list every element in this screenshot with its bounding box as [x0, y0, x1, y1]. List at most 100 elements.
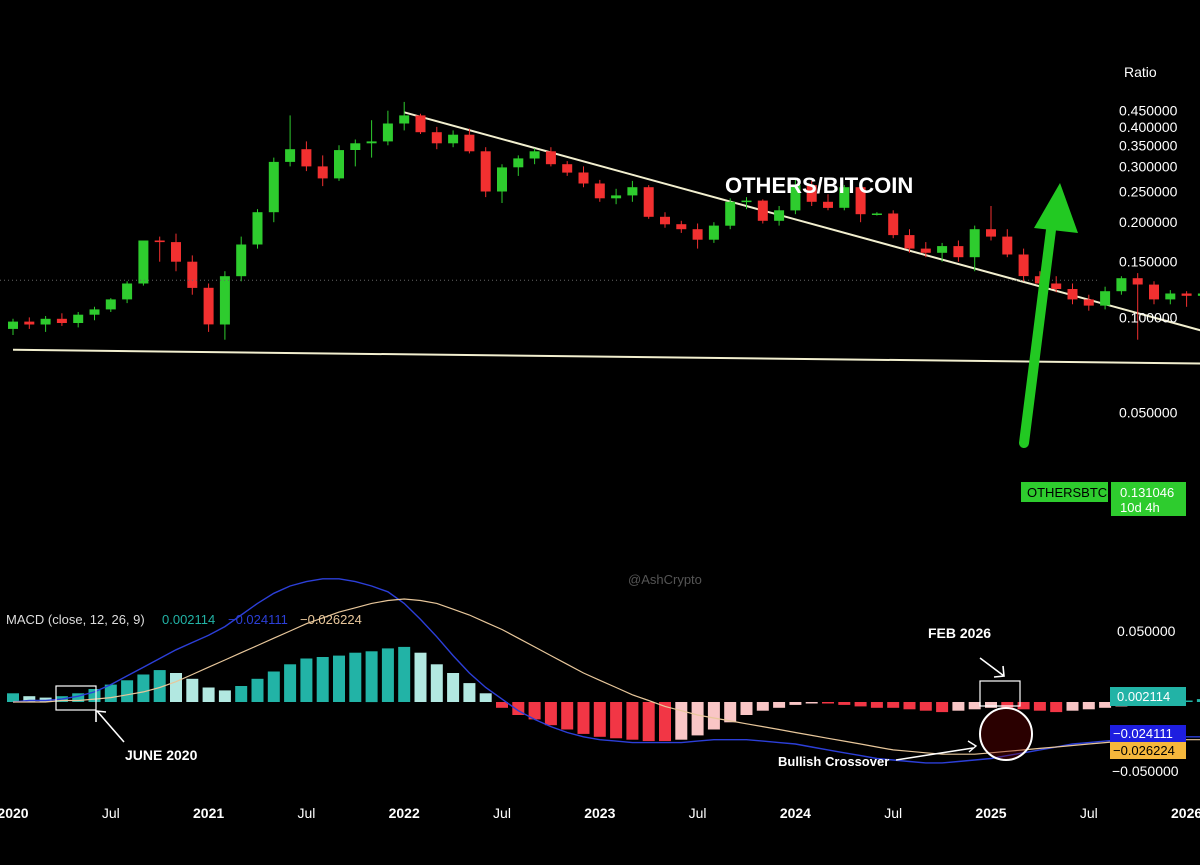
candle-body [513, 158, 524, 168]
candle [823, 194, 833, 211]
candle [334, 145, 344, 181]
candle [138, 240, 149, 286]
candle [252, 209, 263, 249]
candle [871, 212, 882, 216]
candle-body [56, 318, 67, 323]
candle-body [660, 216, 670, 225]
candle-body [611, 195, 622, 199]
macd-hist-bar [137, 674, 150, 702]
candle-body [774, 210, 785, 221]
candle [1132, 273, 1143, 340]
candle-body [676, 224, 687, 230]
candle [1018, 248, 1029, 282]
candle-body [692, 229, 703, 240]
macd-hist-bar [251, 678, 264, 702]
candle [888, 210, 899, 239]
candle-body [790, 185, 801, 211]
macd-hist-bar [72, 693, 85, 702]
candle-body [937, 246, 948, 253]
macd-hist-bar [1196, 699, 1200, 702]
candle-body [480, 151, 491, 192]
macd-hist-bar [887, 702, 900, 708]
candle [757, 199, 768, 224]
hist-tag-text: 0.002114 [1117, 689, 1170, 704]
candle-body [497, 167, 507, 192]
feb-2026-annotation: FEB 2026 [928, 625, 1021, 707]
candle [317, 155, 328, 187]
candle [236, 236, 247, 282]
candle-body [8, 321, 18, 329]
candle-body [562, 164, 573, 173]
candle [301, 141, 312, 172]
x-axis: 2020 Jul 2021 Jul 2022 Jul 2023 Jul 2024 Jul 2025 J… [0, 805, 1200, 821]
candle [171, 233, 181, 272]
candle-body [40, 318, 51, 325]
macd-hist-bar [496, 702, 508, 708]
y-tick-label: 0.400000 [1119, 119, 1178, 135]
macd-hist-bar [349, 652, 362, 702]
macd-hist-bar [610, 702, 623, 739]
macd-tag-text: −0.024111 [1113, 726, 1173, 741]
candle-body [464, 134, 475, 152]
x-tick-label: Jul [689, 805, 707, 821]
candle-body [268, 161, 279, 213]
candle [73, 312, 84, 328]
macd-hist-bar [593, 702, 606, 737]
macd-hist-bar [642, 702, 655, 742]
macd-hist-bar [968, 702, 981, 710]
macd-hist-bar [919, 702, 932, 711]
candle-body [1197, 293, 1200, 296]
feb-2026-label: FEB 2026 [928, 625, 991, 641]
candle [855, 185, 866, 223]
macd-hist-bar [805, 702, 818, 704]
candle-body [871, 213, 882, 215]
macd-hist-bar [789, 702, 802, 705]
candle-body [725, 201, 736, 226]
candle [725, 198, 736, 230]
x-tick-label: 2025 [975, 805, 1006, 821]
candle [480, 147, 491, 198]
y-axis-title: Ratio [1124, 64, 1157, 80]
candle [431, 126, 442, 150]
candle [920, 242, 931, 258]
candle-body [382, 123, 393, 142]
bullish-crossover-label: Bullish Crossover [778, 754, 889, 769]
macd-hist-bar [561, 702, 574, 730]
macd-axis-top: 0.050000 [1117, 623, 1176, 639]
candle [203, 283, 214, 332]
candle [790, 179, 801, 215]
macd-hist-bar [1082, 702, 1095, 710]
candle [285, 115, 296, 167]
macd-line-value: −0.024111 [228, 612, 288, 627]
macd-hist-bar [365, 651, 378, 703]
trendline-support [12, 348, 1200, 365]
candle [122, 281, 133, 304]
signal-line [13, 598, 1200, 755]
price-tag-countdown: 10d 4h [1120, 500, 1160, 515]
candle-body [448, 134, 459, 144]
price-tag[interactable]: OTHERSBTC 0.131046 10d 4h [1021, 482, 1186, 516]
candle [1149, 281, 1159, 305]
candle-body [757, 200, 768, 221]
candle [268, 157, 279, 223]
watermark: @AshCrypto [628, 572, 702, 587]
candle-body [285, 149, 296, 162]
macd-hist-bar [430, 664, 443, 702]
candle-body [154, 240, 165, 243]
macd-hist-bar [936, 702, 949, 713]
candle-body [219, 276, 230, 325]
candle [350, 139, 361, 167]
candle-body [317, 166, 328, 179]
macd-hist-bar [577, 702, 590, 734]
candle-body [823, 201, 833, 208]
candle [1002, 229, 1013, 258]
candle-body [888, 213, 899, 236]
macd-hist-bar [528, 702, 541, 720]
macd-hist-bar [756, 702, 769, 711]
candle-body [594, 183, 605, 199]
candle-body [969, 229, 980, 258]
candle-body [1051, 283, 1062, 289]
candle [56, 313, 67, 326]
x-tick-label: 2023 [584, 805, 615, 821]
